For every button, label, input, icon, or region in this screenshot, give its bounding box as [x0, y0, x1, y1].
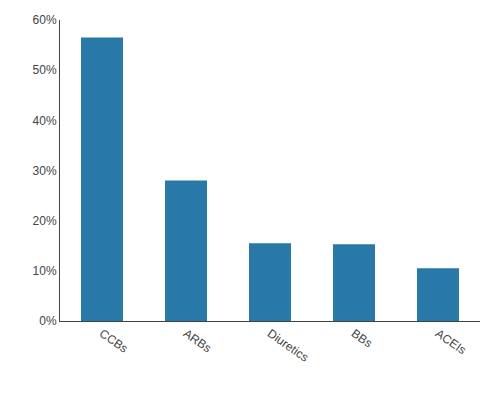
svg-text:ARBs: ARBs — [181, 326, 214, 355]
svg-text:0%: 0% — [39, 314, 57, 328]
svg-text:40%: 40% — [33, 114, 57, 128]
svg-text:Diuretics: Diuretics — [265, 326, 311, 364]
svg-text:10%: 10% — [33, 264, 57, 278]
svg-text:50%: 50% — [33, 63, 57, 77]
svg-text:CCBs: CCBs — [97, 326, 131, 355]
svg-text:60%: 60% — [33, 13, 57, 27]
svg-text:BBs: BBs — [349, 326, 375, 350]
svg-text:30%: 30% — [33, 164, 57, 178]
svg-text:ACEIs: ACEIs — [433, 326, 469, 357]
svg-text:20%: 20% — [33, 214, 57, 228]
